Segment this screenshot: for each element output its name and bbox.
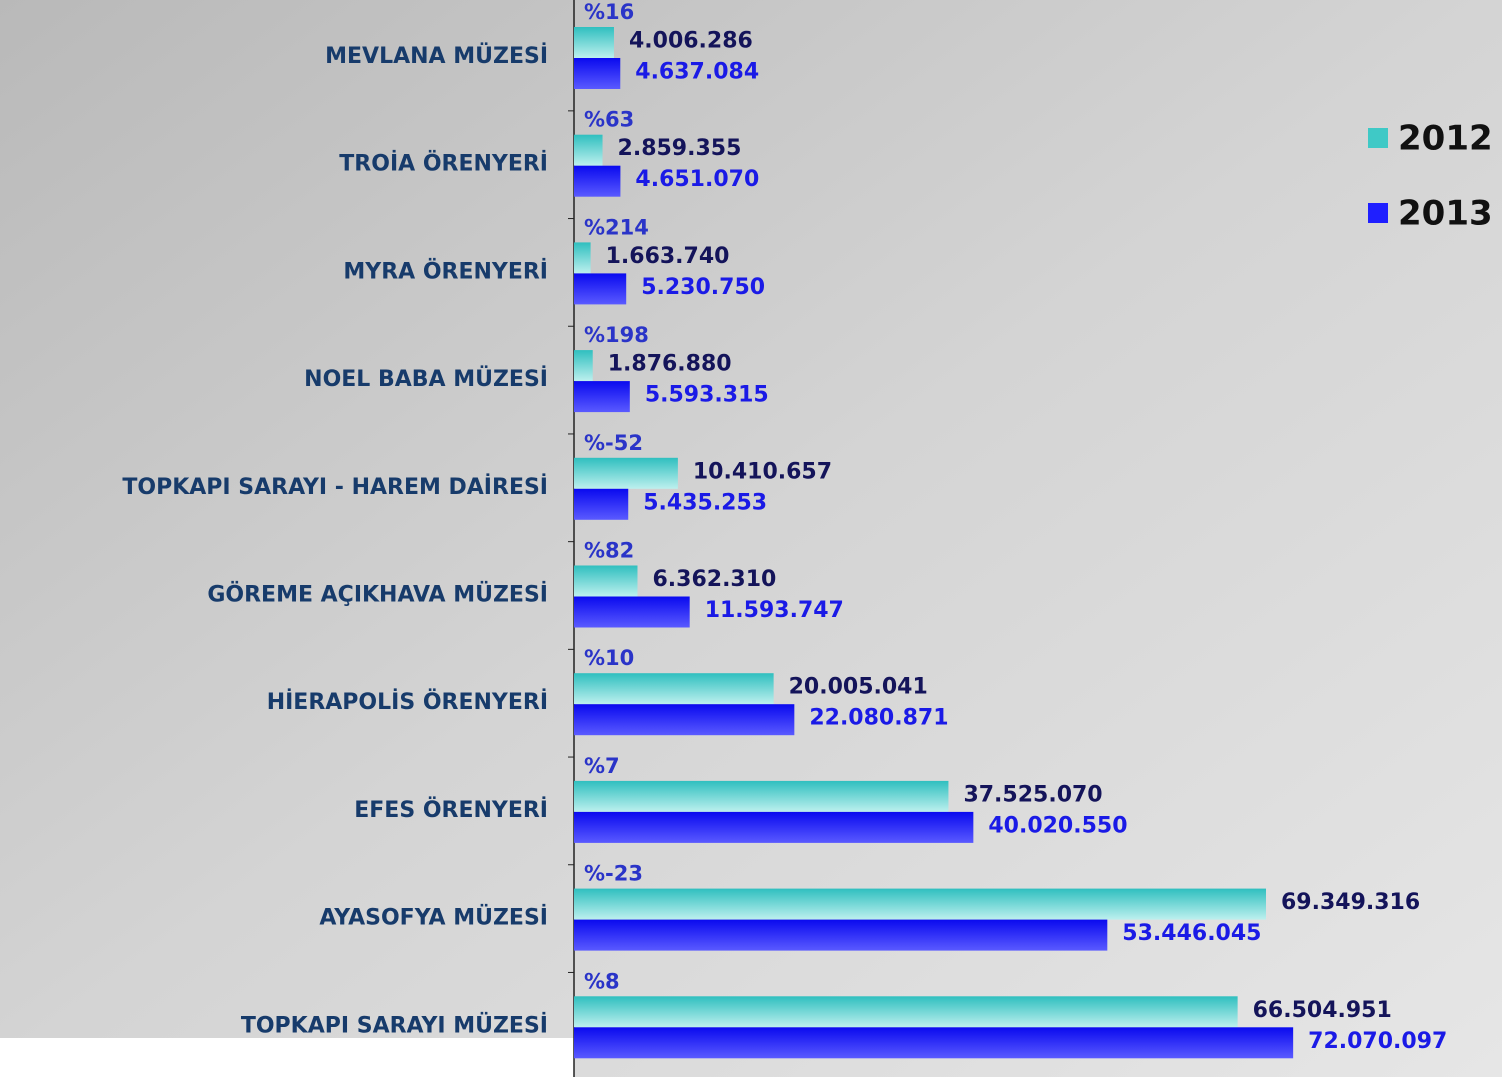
category-label: MYRA ÖRENYERİ [343,258,548,284]
category-label: MEVLANA MÜZESİ [325,43,548,69]
footer-strip [0,1038,574,1077]
category-label: NOEL BABA MÜZESİ [304,366,548,392]
legend-swatch [1368,203,1388,223]
value-label: 20.005.041 [789,675,928,700]
change-label: %214 [584,215,649,239]
value-label: 6.362.310 [652,567,776,592]
value-label: 69.349.316 [1281,890,1420,915]
bar [574,780,949,812]
value-label: 4.006.286 [629,29,753,54]
bar [574,350,593,382]
change-label: %82 [584,539,634,563]
category-label: GÖREME AÇIKHAVA MÜZESİ [207,582,548,608]
bar [574,704,795,736]
value-label: 22.080.871 [809,706,948,731]
change-label: %10 [584,646,634,670]
bar [574,27,614,58]
value-label: 10.410.657 [693,459,832,484]
category-label: AYASOFYA MÜZESİ [319,905,548,931]
change-label: %16 [584,0,634,24]
value-label: 4.637.084 [635,60,759,85]
bar [574,58,621,89]
value-label: 4.651.070 [635,167,759,192]
value-label: 40.020.550 [988,813,1127,838]
value-label: 11.593.747 [705,598,844,623]
legend-label: 2012 [1398,119,1493,159]
change-label: %63 [584,108,634,132]
value-label: 1.876.880 [608,352,732,377]
bar [574,888,1267,920]
category-label: TOPKAPI SARAYI - HAREM DAİRESİ [122,474,548,500]
value-label: 72.070.097 [1308,1029,1447,1054]
bar [574,811,974,843]
change-label: %8 [584,969,620,993]
value-label: 1.663.740 [606,244,730,269]
change-label: %198 [584,323,649,347]
legend-swatch [1368,128,1388,148]
bar [574,996,1238,1028]
value-label: 53.446.045 [1122,921,1261,946]
category-label: TOPKAPI SARAYI MÜZESİ [241,1012,548,1038]
bar [574,1027,1294,1059]
bar [574,565,638,597]
category-label: HİERAPOLİS ÖRENYERİ [267,689,548,715]
change-label: %-52 [584,431,643,455]
change-label: %7 [584,754,620,778]
bar [574,673,774,705]
value-label: 2.859.355 [618,136,742,161]
value-label: 5.230.750 [641,275,765,300]
value-label: 5.593.315 [645,383,769,408]
value-label: 37.525.070 [963,782,1102,807]
bar [574,242,591,274]
category-label: EFES ÖRENYERİ [354,797,548,823]
value-label: 66.504.951 [1253,998,1392,1023]
change-label: %-23 [584,862,643,886]
bar [574,165,621,197]
bar [574,134,603,166]
bar [574,381,630,413]
legend-label: 2013 [1398,194,1493,234]
bar [574,596,690,628]
bar [574,273,627,305]
value-label: 5.435.253 [643,490,767,515]
bar [574,919,1108,951]
category-label: TROİA ÖRENYERİ [339,151,548,177]
bar [574,488,629,520]
bar [574,457,678,489]
